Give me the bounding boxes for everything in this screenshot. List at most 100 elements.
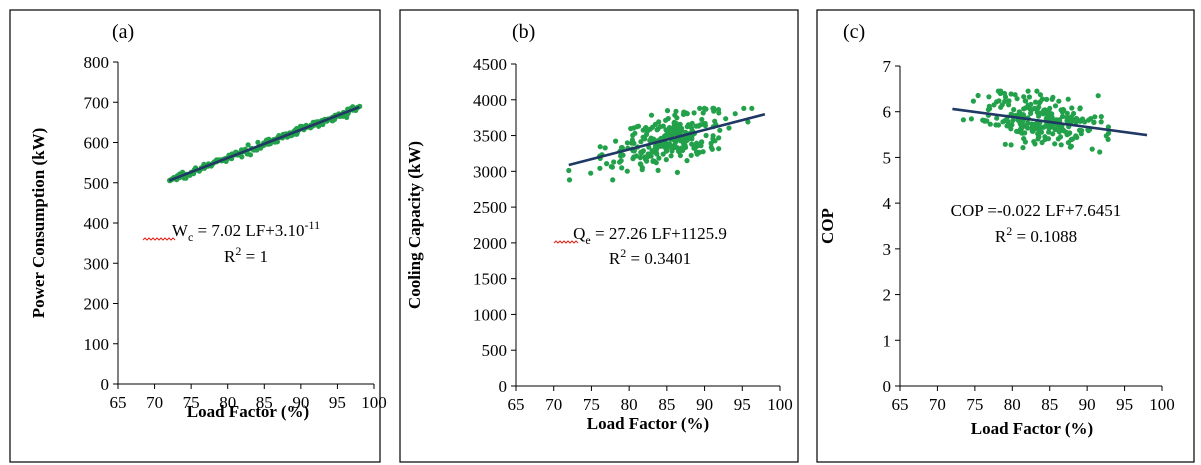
data-point <box>981 117 988 124</box>
x-axis-title: Load Factor (%) <box>971 419 1093 438</box>
x-tick-label: 95 <box>1116 395 1133 414</box>
data-point <box>1092 114 1098 120</box>
equation-symbol: Q <box>573 224 585 243</box>
x-tick-label: 65 <box>508 395 525 414</box>
data-point <box>665 128 671 134</box>
data-point <box>1025 88 1031 94</box>
data-point <box>637 155 644 161</box>
data-point <box>679 136 686 142</box>
data-point <box>647 126 653 132</box>
data-point <box>711 105 717 111</box>
data-point <box>597 144 603 150</box>
data-point <box>712 118 718 124</box>
data-point <box>1058 142 1064 148</box>
data-point <box>566 167 572 174</box>
data-point <box>1037 92 1043 98</box>
data-point <box>597 165 603 171</box>
equation-superscript: -11 <box>305 218 321 232</box>
trendline <box>952 107 1148 137</box>
data-point <box>1039 96 1045 102</box>
data-point <box>987 121 993 127</box>
panel-1: (b) 0 500 1000 1500 2000 2500 3000 3500 4000 4500 6… <box>399 9 799 463</box>
data-point <box>1020 112 1026 118</box>
data-point <box>1059 109 1065 115</box>
data-point <box>1050 131 1056 137</box>
data-point <box>656 155 662 161</box>
data-point <box>1061 128 1067 134</box>
data-point <box>697 105 703 111</box>
data-point <box>715 107 722 113</box>
y-tick-label: 4500 <box>473 55 507 74</box>
scatter-points <box>566 105 755 183</box>
data-point <box>1042 136 1048 142</box>
data-point <box>1034 106 1040 112</box>
data-point <box>994 99 1000 105</box>
x-tick-label: 95 <box>734 395 751 414</box>
data-point <box>970 98 977 104</box>
data-point <box>613 138 619 144</box>
y-tick-label: 4000 <box>473 91 507 110</box>
y-tick-label: 800 <box>84 53 110 72</box>
data-point <box>1011 107 1017 113</box>
data-point <box>1085 128 1092 134</box>
spellcheck-squiggle <box>553 240 579 244</box>
data-point <box>643 125 649 131</box>
data-point <box>1041 109 1047 115</box>
data-point <box>703 132 709 139</box>
data-point <box>1086 117 1092 123</box>
data-point <box>664 144 671 150</box>
y-tick-label: 5 <box>883 148 892 167</box>
data-point <box>1021 94 1027 100</box>
data-point <box>661 141 667 147</box>
r-squared-label: R2 = 1 <box>224 244 268 266</box>
data-point <box>654 151 660 157</box>
x-tick-label: 70 <box>146 393 163 412</box>
data-point <box>681 109 687 115</box>
data-point <box>1006 98 1012 104</box>
y-axis-title: Cooling Capacity (kW) <box>405 141 424 309</box>
y-tick-label: 700 <box>84 93 110 112</box>
data-point <box>638 139 644 145</box>
data-point <box>660 123 666 129</box>
data-point <box>624 140 631 146</box>
y-tick-label: 500 <box>482 341 508 360</box>
data-point <box>716 135 722 141</box>
data-point <box>649 148 655 154</box>
data-point <box>654 127 660 133</box>
r-squared-superscript: 2 <box>1006 224 1012 238</box>
x-tick-label: 95 <box>329 393 346 412</box>
data-point <box>617 159 623 165</box>
data-point <box>1060 113 1066 119</box>
trendline-equation: COP =-0.022 LF+7.6451 <box>951 201 1122 220</box>
trendline-equation: Qe = 27.26 LF+1125.9 <box>573 224 727 247</box>
data-point <box>1014 128 1020 134</box>
data-point <box>1098 119 1104 125</box>
data-point <box>691 110 697 116</box>
equation-subscript: e <box>585 233 590 247</box>
data-point <box>1023 123 1029 129</box>
data-point <box>1095 93 1101 99</box>
data-point <box>644 158 650 164</box>
data-point <box>628 126 634 132</box>
data-point <box>1014 96 1020 102</box>
x-tick-label: 85 <box>658 395 675 414</box>
data-point <box>999 102 1005 108</box>
y-tick-label: 2500 <box>473 198 507 217</box>
data-point <box>1064 132 1070 138</box>
data-point <box>630 156 636 162</box>
x-tick-label: 100 <box>361 393 387 412</box>
data-point <box>1064 110 1070 116</box>
data-point <box>1021 136 1027 142</box>
data-point <box>986 94 992 100</box>
data-point <box>1067 144 1073 150</box>
panel-frame <box>9 9 381 463</box>
data-point <box>699 139 705 145</box>
data-point <box>745 119 751 125</box>
data-point <box>648 112 655 118</box>
y-tick-label: 0 <box>101 375 110 394</box>
x-tick-label: 80 <box>1004 395 1021 414</box>
data-point <box>1034 125 1040 132</box>
data-point <box>1026 94 1032 100</box>
data-point <box>1056 98 1062 104</box>
data-point <box>671 119 678 125</box>
